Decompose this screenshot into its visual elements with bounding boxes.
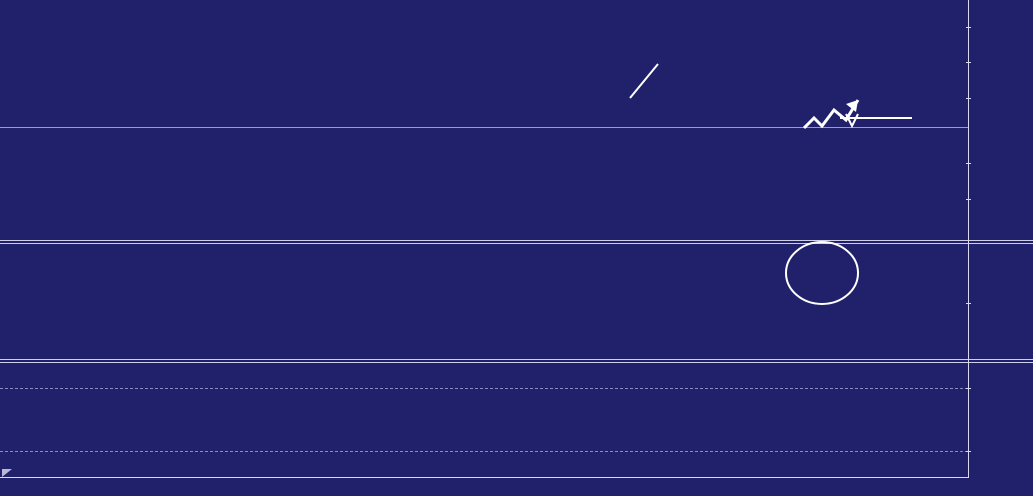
- macd-panel: [0, 244, 1033, 361]
- macd-plot: [0, 244, 1033, 361]
- panel-separator-2a: [0, 359, 1033, 360]
- rsi-oversold-line: [0, 451, 968, 452]
- panel-separator-1a: [0, 240, 1033, 241]
- panel-separator-2b: [0, 362, 1033, 363]
- current-price-line: [0, 127, 968, 128]
- panel-separator-1b: [0, 243, 1033, 244]
- target-level-line: [840, 113, 912, 129]
- right-price-axis: [968, 0, 969, 478]
- price-panel: [0, 0, 1033, 243]
- scroll-left-arrow-icon[interactable]: [2, 469, 14, 478]
- ma200-leader-line: [629, 63, 659, 99]
- macd-crossover-highlight: [785, 241, 859, 305]
- rsi-panel: [0, 363, 1033, 470]
- rsi-plot: [0, 363, 1033, 470]
- time-axis: [0, 478, 1033, 496]
- rsi-overbought-line: [0, 388, 968, 389]
- bottom-time-axis: [0, 477, 969, 478]
